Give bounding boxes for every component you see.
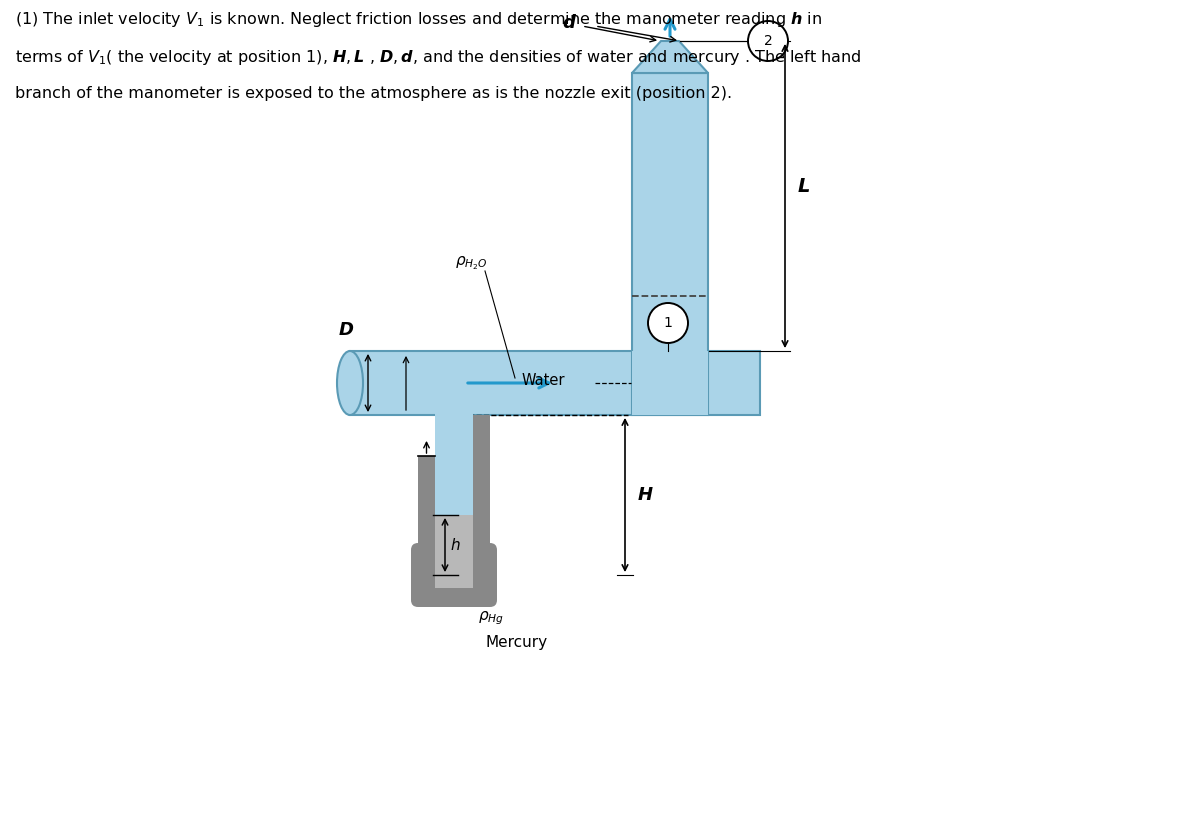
Text: $h$: $h$ [450,537,461,553]
Text: terms of $V_1$( the velocity at position 1), $\boldsymbol{H, L}$ , $\boldsymbol{: terms of $V_1$( the velocity at position… [14,48,862,67]
Bar [434,415,473,515]
Text: $\boldsymbol{H}$: $\boldsymbol{H}$ [637,486,654,504]
Circle shape [748,21,788,61]
Circle shape [648,303,688,343]
Bar [418,456,436,575]
Bar [632,73,708,415]
Bar [434,413,473,417]
Text: branch of the manometer is exposed to the atmosphere as is the nozzle exit (posi: branch of the manometer is exposed to th… [14,86,732,101]
Text: $\boldsymbol{d}$: $\boldsymbol{d}$ [562,14,577,32]
Bar [434,515,473,587]
Bar [473,415,490,575]
Bar [434,456,473,587]
Text: $\boldsymbol{L}$: $\boldsymbol{L}$ [797,177,810,195]
Text: (1) The inlet velocity $V_1$ is known. Neglect friction losses and determine the: (1) The inlet velocity $V_1$ is known. N… [14,10,822,29]
Text: Mercury: Mercury [486,634,548,649]
Polygon shape [632,41,708,73]
Bar [632,351,708,415]
Text: 1: 1 [664,316,672,330]
Text: 2: 2 [763,34,773,48]
Text: Water: Water [522,373,565,387]
Ellipse shape [337,351,364,415]
Text: $\rho_{Hg}$: $\rho_{Hg}$ [478,609,504,627]
FancyBboxPatch shape [410,543,497,607]
Bar [350,351,760,415]
Text: $\rho_{H_2O}$: $\rho_{H_2O}$ [455,254,487,272]
Text: $\boldsymbol{D}$: $\boldsymbol{D}$ [338,321,354,339]
